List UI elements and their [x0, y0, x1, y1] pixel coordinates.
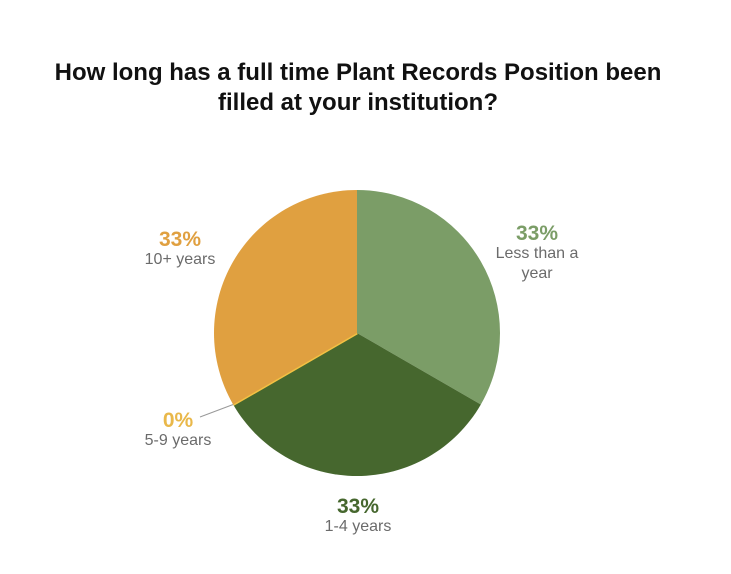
pie-slice: [214, 190, 357, 405]
category-label: Less than a year: [495, 245, 579, 282]
chart-title: How long has a full time Plant Records P…: [54, 59, 662, 116]
value-label: 33%: [515, 222, 559, 245]
leader-line: [199, 404, 234, 418]
pie-slice: [357, 189, 501, 405]
value-label: 33%: [158, 228, 202, 251]
category-label: 10+ years: [144, 251, 216, 268]
slice-label: 0% 5-9 years: [118, 409, 238, 451]
category-label: 1-4 years: [324, 518, 392, 535]
category-label: 5-9 years: [144, 432, 212, 449]
slice-label: 33% 10+ years: [120, 228, 240, 270]
value-label: 33%: [336, 495, 380, 518]
value-label: 0%: [162, 409, 194, 432]
slice-label: 33% 1-4 years: [298, 495, 418, 537]
slice-label: 33% Less than a year: [477, 222, 597, 284]
